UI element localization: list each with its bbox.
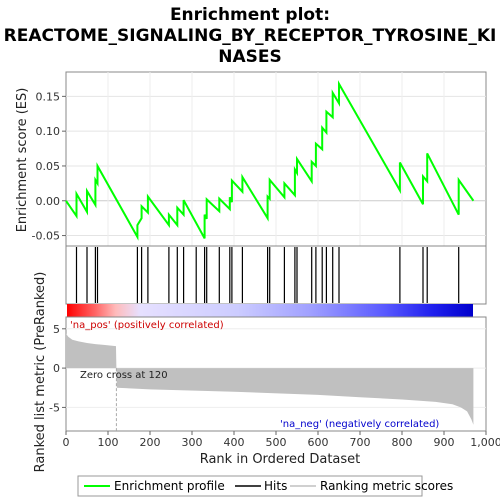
zero-cross-label: Zero cross at 120	[80, 370, 168, 381]
es-tick-label: -0.05	[32, 230, 60, 243]
metric-y-axis-label: Ranked list metric (PreRanked)	[33, 272, 48, 473]
x-axis-label: Rank in Ordered Dataset	[200, 452, 361, 467]
metric-tick-label: -5	[49, 401, 60, 414]
chart-title-line2: REACTOME_SIGNALING_BY_RECEPTOR_TYROSINE_…	[4, 26, 497, 46]
ranking-color-bar	[67, 304, 473, 317]
legend-label-es: Enrichment profile	[114, 479, 225, 493]
x-tick-label: 900	[434, 436, 455, 449]
chart-title-line1: Enrichment plot:	[170, 5, 330, 25]
neg-label: 'na_neg' (negatively correlated)	[280, 419, 439, 430]
legend: Enrichment profile Hits Ranking metric s…	[78, 476, 453, 496]
legend-label-metric: Ranking metric scores	[320, 479, 453, 493]
x-tick-label: 300	[182, 436, 203, 449]
es-tick-label: 0.10	[36, 125, 61, 138]
metric-y-ticks: 5 0 -5	[49, 323, 66, 415]
x-tick-label: 700	[350, 436, 371, 449]
es-tick-label: 0.00	[36, 195, 61, 208]
chart-title-line3: NASES	[218, 47, 281, 67]
x-tick-label: 100	[98, 436, 119, 449]
metric-tick-label: 5	[53, 323, 60, 336]
es-tick-label: 0.15	[36, 90, 61, 103]
legend-label-hits: Hits	[264, 479, 287, 493]
es-y-ticks: -0.05 0.00 0.05 0.10 0.15	[32, 90, 66, 242]
x-tick-label: 0	[63, 436, 70, 449]
es-tick-label: 0.05	[36, 160, 61, 173]
x-tick-label: 400	[224, 436, 245, 449]
metric-tick-label: 0	[53, 362, 60, 375]
x-tick-label: 600	[308, 436, 329, 449]
x-ticks: 0 100 200 300 400 500 600 700 800 900 1,000	[63, 431, 500, 449]
x-tick-label: 1,000	[470, 436, 500, 449]
es-y-axis-label: Enrichment score (ES)	[15, 88, 30, 233]
x-tick-label: 800	[392, 436, 413, 449]
x-tick-label: 200	[140, 436, 161, 449]
x-tick-label: 500	[266, 436, 287, 449]
pos-label: 'na_pos' (positively correlated)	[70, 320, 224, 331]
